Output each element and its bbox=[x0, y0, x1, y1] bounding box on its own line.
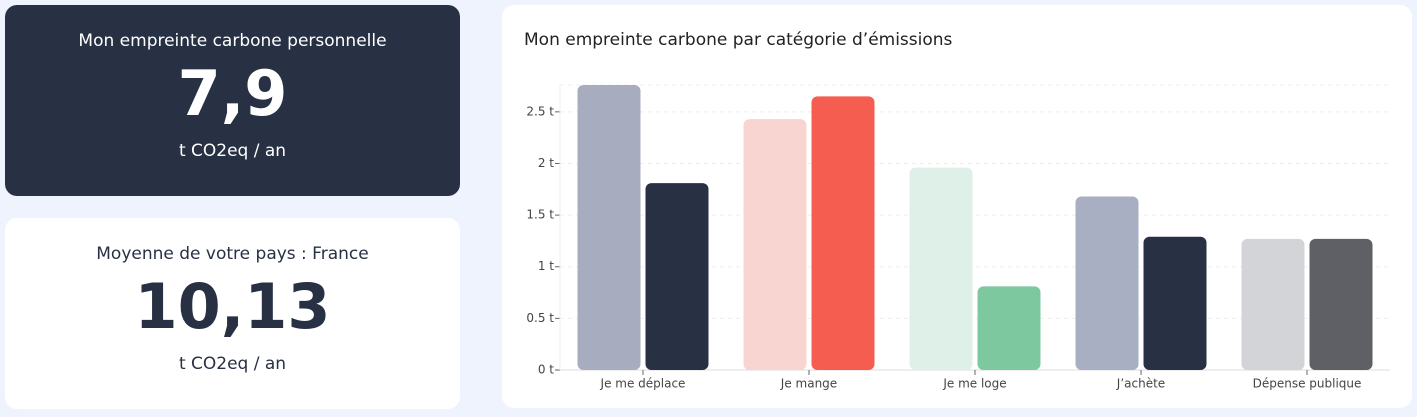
card-title: Moyenne de votre pays : France bbox=[96, 244, 369, 264]
bar bbox=[811, 96, 875, 370]
chart-card: Mon empreinte carbone par catégorie d’ém… bbox=[502, 5, 1412, 408]
bar bbox=[577, 85, 641, 370]
chart-title: Mon empreinte carbone par catégorie d’ém… bbox=[524, 30, 953, 50]
card-unit: t CO2eq / an bbox=[178, 354, 287, 374]
bar bbox=[1309, 238, 1373, 370]
chart: Mon empreinte carbone par catégorie d’ém… bbox=[524, 30, 1390, 391]
bar bbox=[1075, 196, 1139, 370]
x-tick-label: J’achète bbox=[1116, 377, 1165, 391]
bar bbox=[909, 167, 973, 370]
card-title: Mon empreinte carbone personnelle bbox=[78, 31, 387, 51]
x-tick-label: Je mange bbox=[780, 377, 837, 391]
personal-card: Mon empreinte carbone personnelle 7,9 t … bbox=[5, 5, 460, 196]
y-tick-label: 2 t bbox=[538, 156, 554, 170]
card-unit: t CO2eq / an bbox=[178, 141, 287, 161]
bar bbox=[1143, 236, 1207, 370]
y-tick-label: 0 t bbox=[538, 363, 554, 377]
y-tick-label: 0.5 t bbox=[526, 311, 554, 325]
x-tick-label: Dépense publique bbox=[1253, 377, 1362, 391]
bar bbox=[645, 183, 709, 370]
card-value: 7,9 bbox=[177, 57, 288, 130]
x-tick-label: Je me loge bbox=[942, 377, 1006, 391]
bar bbox=[1241, 238, 1305, 370]
bar bbox=[743, 119, 807, 371]
card-value: 10,13 bbox=[134, 270, 331, 343]
y-tick-label: 2.5 t bbox=[526, 104, 554, 118]
y-tick-label: 1.5 t bbox=[526, 208, 554, 222]
country-card: Moyenne de votre pays : France 10,13 t C… bbox=[5, 218, 460, 409]
x-tick-label: Je me déplace bbox=[600, 377, 686, 391]
bar bbox=[977, 286, 1041, 370]
y-tick-label: 1 t bbox=[538, 259, 554, 273]
